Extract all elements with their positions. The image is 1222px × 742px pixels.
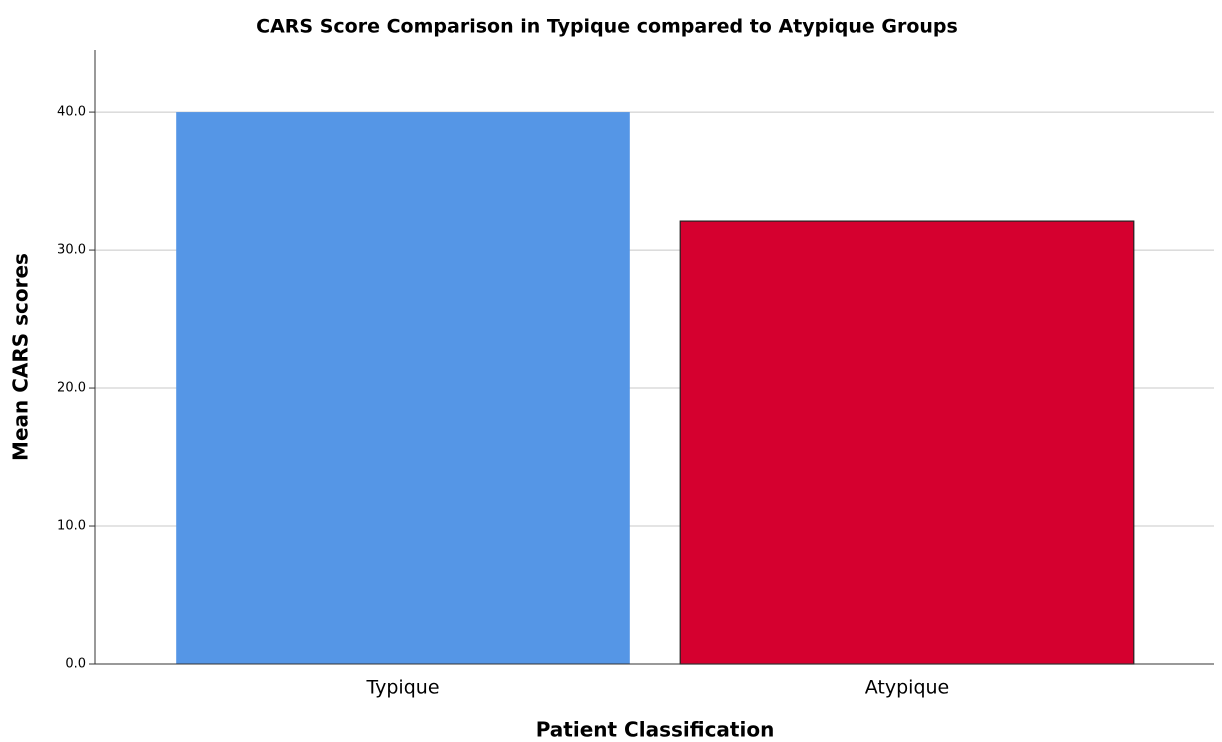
chart-title: CARS Score Comparison in Typique compare… — [256, 16, 958, 38]
y-tick-label: 40.0 — [57, 105, 86, 120]
y-tick-label: 0.0 — [65, 657, 86, 672]
x-tick-label: Typique — [365, 677, 439, 699]
bar — [679, 220, 1135, 665]
x-axis-title: Patient Classification — [536, 718, 775, 742]
y-tick-label: 10.0 — [57, 519, 86, 534]
y-tick-label: 30.0 — [57, 243, 86, 258]
x-tick-label: Atypique — [865, 677, 950, 699]
y-tick-label: 20.0 — [57, 381, 86, 396]
bar — [176, 112, 630, 664]
y-axis-title: Mean CARS scores — [9, 253, 33, 461]
